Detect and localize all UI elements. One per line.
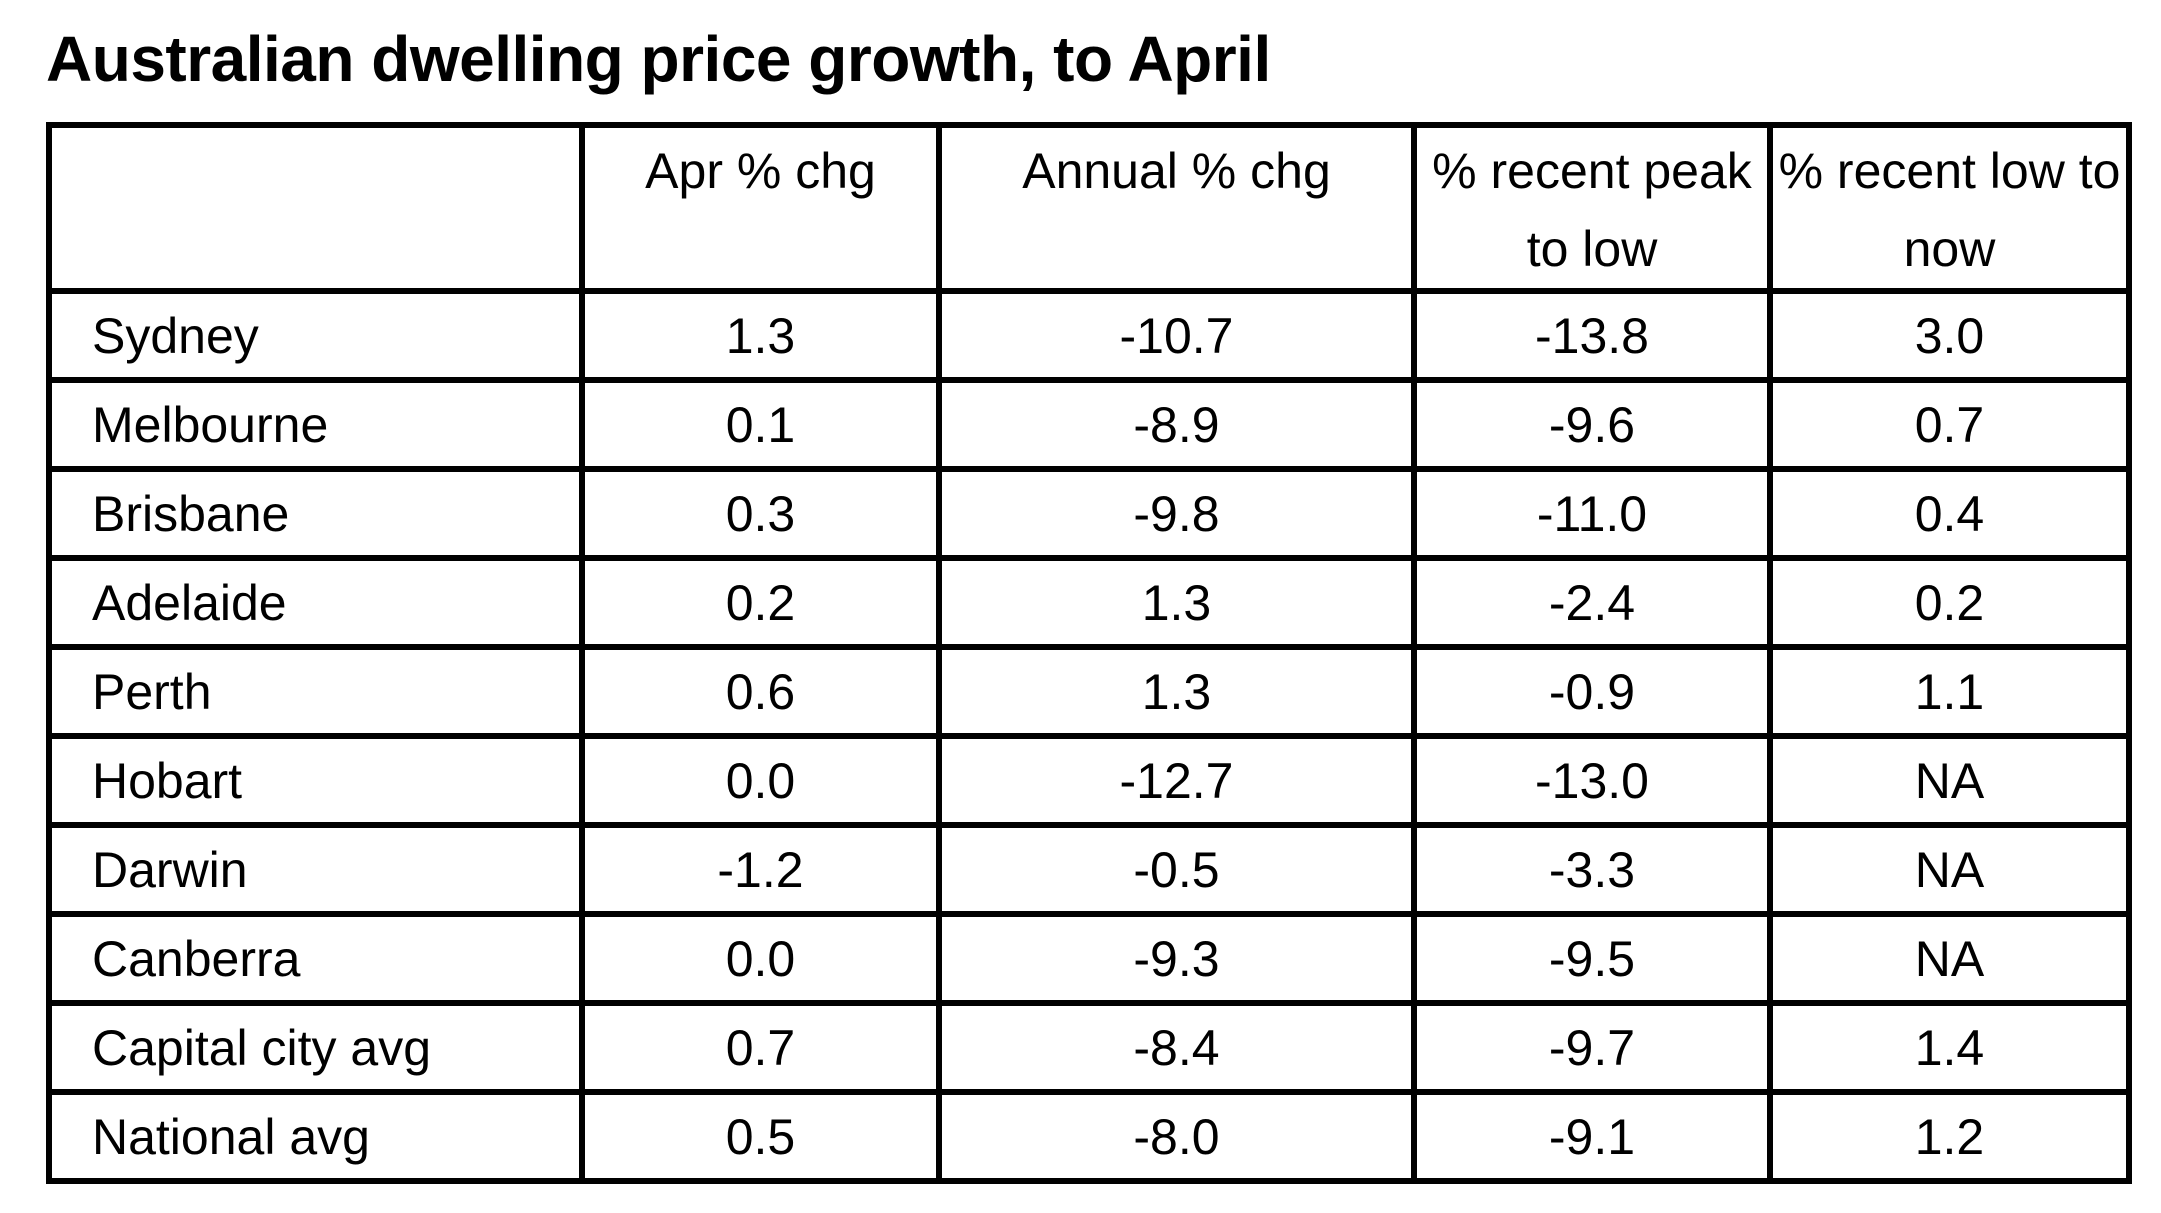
- city-name-cell: Capital city avg: [46, 1000, 585, 1095]
- value-cell: 0.2: [579, 555, 942, 650]
- value-cell: 0.6: [579, 644, 942, 739]
- value-cell: 1.4: [1767, 1000, 2132, 1095]
- table-row: Perth 0.6 1.3 -0.9 1.1: [46, 644, 2132, 739]
- value-cell: -9.6: [1411, 377, 1773, 472]
- value-cell: 1.3: [579, 288, 942, 383]
- city-name-cell: Perth: [46, 644, 585, 739]
- value-cell: 1.3: [936, 644, 1417, 739]
- value-cell: -10.7: [936, 288, 1417, 383]
- value-cell: 1.3: [936, 555, 1417, 650]
- column-header: Annual % chg: [936, 122, 1417, 294]
- value-cell: -12.7: [936, 733, 1417, 828]
- value-cell: -3.3: [1411, 822, 1773, 917]
- table-row: Brisbane 0.3 -9.8 -11.0 0.4: [46, 466, 2132, 561]
- value-cell: -9.7: [1411, 1000, 1773, 1095]
- value-cell: NA: [1767, 733, 2132, 828]
- value-cell: -8.9: [936, 377, 1417, 472]
- value-cell: 0.7: [579, 1000, 942, 1095]
- table-row: Capital city avg 0.7 -8.4 -9.7 1.4: [46, 1000, 2132, 1095]
- table-row: Canberra 0.0 -9.3 -9.5 NA: [46, 911, 2132, 1006]
- city-name-cell: Darwin: [46, 822, 585, 917]
- value-cell: 0.2: [1767, 555, 2132, 650]
- value-cell: -2.4: [1411, 555, 1773, 650]
- column-header: [46, 122, 585, 294]
- column-header: % recent peak to low: [1411, 122, 1773, 294]
- table-row: Sydney 1.3 -10.7 -13.8 3.0: [46, 288, 2132, 383]
- city-name-cell: Sydney: [46, 288, 585, 383]
- value-cell: NA: [1767, 822, 2132, 917]
- price-growth-table: Apr % chg Annual % chg% recent peak to lo…: [46, 122, 2132, 1184]
- table-row: Hobart 0.0 -12.7 -13.0 NA: [46, 733, 2132, 828]
- value-cell: -9.1: [1411, 1089, 1773, 1184]
- value-cell: 1.2: [1767, 1089, 2132, 1184]
- value-cell: -1.2: [579, 822, 942, 917]
- value-cell: 0.1: [579, 377, 942, 472]
- table-row: Darwin -1.2 -0.5 -3.3 NA: [46, 822, 2132, 917]
- value-cell: -13.8: [1411, 288, 1773, 383]
- city-name-cell: Melbourne: [46, 377, 585, 472]
- value-cell: NA: [1767, 911, 2132, 1006]
- value-cell: 0.4: [1767, 466, 2132, 561]
- column-header: Apr % chg: [579, 122, 942, 294]
- city-name-cell: Hobart: [46, 733, 585, 828]
- value-cell: 1.1: [1767, 644, 2132, 739]
- value-cell: 0.5: [579, 1089, 942, 1184]
- value-cell: -8.0: [936, 1089, 1417, 1184]
- value-cell: -9.8: [936, 466, 1417, 561]
- value-cell: 3.0: [1767, 288, 2132, 383]
- value-cell: -9.5: [1411, 911, 1773, 1006]
- value-cell: 0.3: [579, 466, 942, 561]
- table-row: National avg 0.5 -8.0 -9.1 1.2: [46, 1089, 2132, 1184]
- value-cell: 0.0: [579, 733, 942, 828]
- table-row: Adelaide 0.2 1.3 -2.4 0.2: [46, 555, 2132, 650]
- value-cell: -13.0: [1411, 733, 1773, 828]
- value-cell: 0.7: [1767, 377, 2132, 472]
- header-row: Apr % chg Annual % chg% recent peak to lo…: [46, 122, 2132, 294]
- value-cell: 0.0: [579, 911, 942, 1006]
- value-cell: -8.4: [936, 1000, 1417, 1095]
- city-name-cell: Adelaide: [46, 555, 585, 650]
- value-cell: -0.5: [936, 822, 1417, 917]
- table-row: Melbourne 0.1 -8.9 -9.6 0.7: [46, 377, 2132, 472]
- page-title: Australian dwelling price growth, to Apr…: [46, 23, 1271, 95]
- city-name-cell: Brisbane: [46, 466, 585, 561]
- value-cell: -9.3: [936, 911, 1417, 1006]
- value-cell: -11.0: [1411, 466, 1773, 561]
- column-header: % recent low to now: [1767, 122, 2132, 294]
- value-cell: -0.9: [1411, 644, 1773, 739]
- city-name-cell: National avg: [46, 1089, 585, 1184]
- city-name-cell: Canberra: [46, 911, 585, 1006]
